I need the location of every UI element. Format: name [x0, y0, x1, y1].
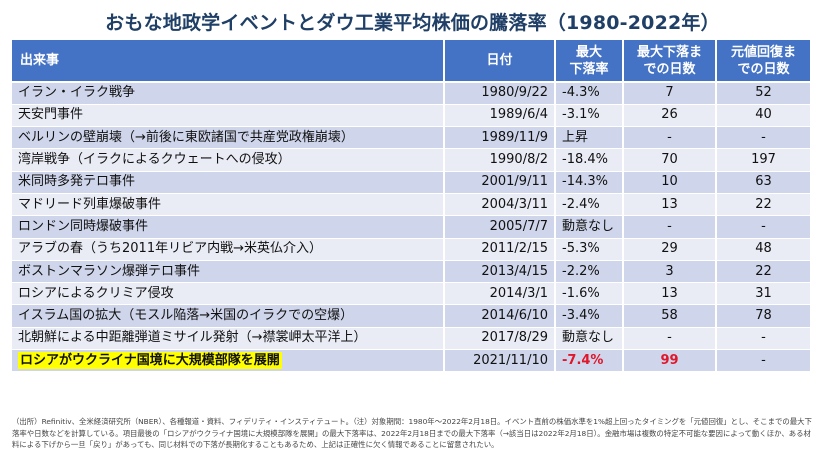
- header-max-drop-line1: 最大: [575, 44, 602, 60]
- cell-max-drop: -2.4%: [555, 193, 624, 217]
- cell-date: 2021/11/10: [444, 349, 556, 373]
- cell-date: 2001/9/11: [444, 171, 556, 194]
- header-max-drop-line2: 下落率: [569, 61, 609, 77]
- cell-max-drop: 動意なし: [555, 215, 624, 239]
- cell-max-drop: -3.1%: [555, 104, 624, 128]
- table-row: 天安門事件 1989/6/4 -3.1% 26 40: [12, 104, 810, 128]
- cell-event: ロンドン同時爆破事件: [12, 215, 445, 239]
- cell-event: アラブの春（うち2011年リビア内戦→米英仏介入）: [12, 238, 445, 261]
- cell-days-to-recover: 197: [716, 148, 810, 172]
- cell-max-drop: 上昇: [555, 126, 624, 150]
- header-days-to-bottom-line2: での日数: [643, 61, 696, 77]
- cell-date: 2011/2/15: [444, 238, 556, 261]
- header-event-label: 出来事: [20, 53, 60, 68]
- cell-days-to-bottom: 7: [623, 82, 717, 105]
- cell-date: 2013/4/15: [444, 260, 556, 284]
- header-max-drop: 最大 下落率: [555, 40, 624, 83]
- cell-days-to-recover: 22: [716, 193, 810, 217]
- cell-days-to-recover: 52: [716, 82, 810, 105]
- cell-date: 1990/8/2: [444, 148, 556, 172]
- table-row: 湾岸戦争（イラクによるクウェートへの侵攻） 1990/8/2 -18.4% 70…: [12, 148, 810, 172]
- table-header-row: 出来事 日付 最大 下落率 最大下落ま での日数 元値回復ま での日数: [12, 40, 810, 83]
- page-title: おもな地政学イベントとダウ工業平均株価の騰落率（1980-2022年）: [105, 12, 720, 34]
- cell-event: ロシアがウクライナ国境に大規模部隊を展開: [12, 349, 445, 373]
- cell-date: 2004/3/11: [444, 193, 556, 217]
- cell-days-to-recover: -: [716, 349, 810, 373]
- cell-days-to-bottom: 10: [623, 171, 717, 194]
- table-row: 米同時多発テロ事件 2001/9/11 -14.3% 10 63: [12, 171, 810, 194]
- cell-days-to-bottom: 70: [623, 148, 717, 172]
- cell-date: 2005/7/7: [444, 215, 556, 239]
- highlighted-event-label: ロシアがウクライナ国境に大規模部隊を展開: [18, 351, 282, 369]
- cell-days-to-recover: 48: [716, 238, 810, 261]
- table-row: イラン・イラク戦争 1980/9/22 -4.3% 7 52: [12, 82, 810, 105]
- cell-days-to-bottom: -: [623, 215, 717, 239]
- events-table-body: イラン・イラク戦争 1980/9/22 -4.3% 7 52 天安門事件 198…: [12, 82, 810, 373]
- cell-event: 天安門事件: [12, 104, 445, 128]
- cell-days-to-bottom: 3: [623, 260, 717, 284]
- cell-date: 1980/9/22: [444, 82, 556, 105]
- cell-days-to-bottom: 26: [623, 104, 717, 128]
- cell-days-to-bottom: -: [623, 327, 717, 351]
- cell-days-to-recover: 31: [716, 282, 810, 306]
- cell-date: 2014/3/1: [444, 282, 556, 306]
- cell-max-drop: 動意なし: [555, 327, 624, 351]
- cell-date: 2014/6/10: [444, 304, 556, 328]
- cell-max-drop: -7.4%: [555, 349, 624, 373]
- table-row: マドリード列車爆破事件 2004/3/11 -2.4% 13 22: [12, 193, 810, 217]
- cell-event: マドリード列車爆破事件: [12, 193, 445, 217]
- cell-days-to-bottom: -: [623, 126, 717, 150]
- cell-max-drop: -2.2%: [555, 260, 624, 284]
- cell-days-to-bottom: 99: [623, 349, 717, 373]
- cell-days-to-recover: -: [716, 327, 810, 351]
- header-days-to-recover: 元値回復ま での日数: [716, 40, 810, 83]
- cell-event: 北朝鮮による中距離弾道ミサイル発射（→襟裳岬太平洋上）: [12, 327, 445, 351]
- cell-max-drop: -5.3%: [555, 238, 624, 261]
- table-row: 北朝鮮による中距離弾道ミサイル発射（→襟裳岬太平洋上） 2017/8/29 動意…: [12, 327, 810, 351]
- table-row: イスラム国の拡大（モスル陥落→米国のイラクでの空爆） 2014/6/10 -3.…: [12, 304, 810, 328]
- cell-days-to-recover: 22: [716, 260, 810, 284]
- table-row: ロンドン同時爆破事件 2005/7/7 動意なし - -: [12, 215, 810, 239]
- cell-event: イラン・イラク戦争: [12, 82, 445, 105]
- table-row-highlighted: ロシアがウクライナ国境に大規模部隊を展開 2021/11/10 -7.4% 99…: [12, 349, 810, 373]
- cell-event: ベルリンの壁崩壊（→前後に東欧諸国で共産党政権崩壊）: [12, 126, 445, 150]
- cell-max-drop: -14.3%: [555, 171, 624, 194]
- cell-event: ロシアによるクリミア侵攻: [12, 282, 445, 306]
- cell-max-drop: -1.6%: [555, 282, 624, 306]
- table-row: ボストンマラソン爆弾テロ事件 2013/4/15 -2.2% 3 22: [12, 260, 810, 284]
- events-table: 出来事 日付 最大 下落率 最大下落ま での日数 元値回復ま での日数 イラン・…: [12, 40, 810, 373]
- cell-date: 1989/6/4: [444, 104, 556, 128]
- cell-days-to-recover: 40: [716, 104, 810, 128]
- source-footnote: （出所）Refinitiv、全米経済研究所（NBER）、各種報道・資料、フィデリ…: [12, 417, 812, 449]
- cell-date: 2017/8/29: [444, 327, 556, 351]
- header-days-to-bottom-line1: 最大下落ま: [636, 44, 702, 60]
- header-date-label: 日付: [486, 53, 513, 68]
- cell-max-drop: -3.4%: [555, 304, 624, 328]
- cell-days-to-bottom: 13: [623, 282, 717, 306]
- cell-event: イスラム国の拡大（モスル陥落→米国のイラクでの空爆）: [12, 304, 445, 328]
- cell-days-to-recover: -: [716, 215, 810, 239]
- cell-max-drop: -4.3%: [555, 82, 624, 105]
- header-date: 日付: [444, 40, 556, 83]
- header-event: 出来事: [12, 40, 445, 83]
- header-days-to-recover-line2: での日数: [737, 61, 790, 77]
- header-days-to-bottom: 最大下落ま での日数: [623, 40, 717, 83]
- table-row: ベルリンの壁崩壊（→前後に東欧諸国で共産党政権崩壊） 1989/11/9 上昇 …: [12, 126, 810, 150]
- header-days-to-recover-line1: 元値回復ま: [730, 44, 796, 60]
- cell-event: ボストンマラソン爆弾テロ事件: [12, 260, 445, 284]
- cell-event: 湾岸戦争（イラクによるクウェートへの侵攻）: [12, 148, 445, 172]
- cell-date: 1989/11/9: [444, 126, 556, 150]
- cell-days-to-recover: -: [716, 126, 810, 150]
- cell-days-to-recover: 63: [716, 171, 810, 194]
- cell-days-to-recover: 78: [716, 304, 810, 328]
- cell-days-to-bottom: 29: [623, 238, 717, 261]
- cell-event: 米同時多発テロ事件: [12, 171, 445, 194]
- cell-days-to-bottom: 58: [623, 304, 717, 328]
- table-row: アラブの春（うち2011年リビア内戦→米英仏介入） 2011/2/15 -5.3…: [12, 238, 810, 261]
- table-row: ロシアによるクリミア侵攻 2014/3/1 -1.6% 13 31: [12, 282, 810, 306]
- cell-days-to-bottom: 13: [623, 193, 717, 217]
- cell-max-drop: -18.4%: [555, 148, 624, 172]
